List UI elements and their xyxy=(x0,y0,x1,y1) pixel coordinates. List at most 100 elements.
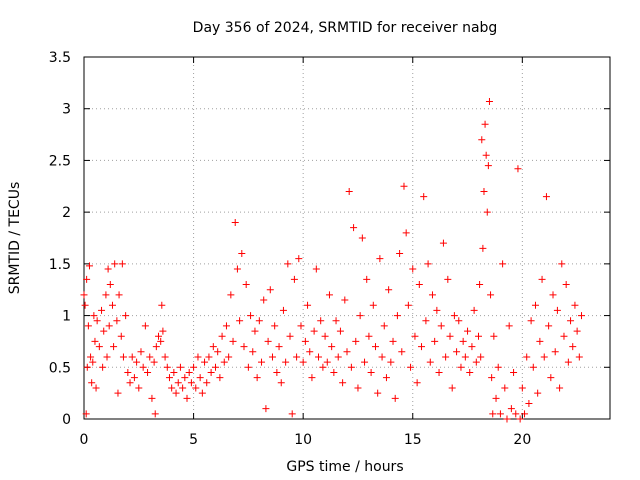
data-point xyxy=(89,358,97,366)
data-point xyxy=(424,260,432,268)
data-point xyxy=(374,389,382,397)
data-point xyxy=(485,97,493,105)
data-point xyxy=(323,358,331,366)
data-point xyxy=(475,332,482,340)
data-point xyxy=(345,187,353,195)
data-point xyxy=(158,301,166,309)
data-point xyxy=(488,374,496,382)
data-point xyxy=(448,384,456,392)
data-point xyxy=(181,374,189,382)
data-point xyxy=(518,384,526,392)
data-point xyxy=(133,358,141,366)
data-point xyxy=(203,379,211,387)
x-tick-label: 10 xyxy=(294,432,312,448)
data-point xyxy=(106,281,114,289)
data-point xyxy=(459,337,467,345)
data-point xyxy=(499,260,507,268)
data-point xyxy=(494,363,502,371)
y-axis-label: SRMTID / TECUs xyxy=(7,182,23,295)
data-point xyxy=(496,410,504,418)
data-point xyxy=(549,291,557,299)
data-point xyxy=(325,291,333,299)
data-point xyxy=(310,327,318,335)
data-point xyxy=(387,358,395,366)
data-point xyxy=(481,120,489,128)
data-point xyxy=(411,332,419,340)
data-point xyxy=(253,374,261,382)
data-point xyxy=(536,337,544,345)
data-point xyxy=(295,255,303,263)
data-point xyxy=(562,281,570,289)
data-point xyxy=(198,389,206,397)
data-point xyxy=(251,327,259,335)
data-point xyxy=(350,224,358,232)
data-point xyxy=(159,327,167,335)
data-point xyxy=(225,353,233,361)
data-point xyxy=(111,260,119,268)
data-point xyxy=(538,275,546,283)
data-point xyxy=(128,353,136,361)
data-point xyxy=(130,374,138,382)
data-point xyxy=(483,208,491,216)
data-point xyxy=(255,317,263,325)
data-point xyxy=(482,151,490,159)
data-point xyxy=(409,265,417,273)
data-point xyxy=(389,337,397,345)
y-tick-label: 0.5 xyxy=(49,360,71,376)
data-point xyxy=(507,405,515,413)
data-point xyxy=(420,193,428,201)
data-point xyxy=(461,353,469,361)
data-point xyxy=(516,415,524,423)
y-tick-label: 2 xyxy=(62,205,71,221)
data-point xyxy=(83,363,91,371)
data-point xyxy=(542,193,550,201)
data-point xyxy=(514,165,522,173)
data-point xyxy=(431,337,439,345)
data-point xyxy=(249,348,257,356)
data-point xyxy=(168,384,176,392)
data-point xyxy=(81,301,89,309)
data-point xyxy=(531,301,539,309)
data-point xyxy=(88,379,96,387)
data-point xyxy=(402,229,410,237)
data-point xyxy=(262,405,270,413)
data-point xyxy=(439,239,447,247)
data-point xyxy=(214,348,222,356)
data-point xyxy=(551,348,559,356)
data-point xyxy=(321,332,329,340)
data-point xyxy=(179,384,187,392)
y-tick-labels: 0 0.5 1 1.5 2 2.5 3 3.5 xyxy=(49,50,71,428)
data-point xyxy=(478,136,486,144)
data-point xyxy=(220,358,228,366)
data-point xyxy=(468,343,476,351)
data-point xyxy=(105,322,113,330)
data-point xyxy=(487,291,495,299)
data-point xyxy=(413,379,421,387)
data-point xyxy=(161,353,169,361)
data-point xyxy=(113,317,121,325)
data-point xyxy=(466,368,474,376)
data-point xyxy=(356,312,364,320)
data-point xyxy=(317,317,325,325)
data-point xyxy=(119,353,127,361)
data-point xyxy=(286,332,294,340)
data-point xyxy=(233,265,241,273)
data-point xyxy=(115,291,123,299)
data-point xyxy=(330,368,338,376)
data-point xyxy=(110,343,118,351)
data-point xyxy=(163,363,171,371)
data-point xyxy=(205,353,213,361)
data-point xyxy=(510,368,518,376)
data-point xyxy=(472,358,480,366)
data-point xyxy=(137,348,145,356)
data-point xyxy=(422,317,430,325)
data-point xyxy=(148,394,156,402)
data-point xyxy=(426,358,434,366)
data-point xyxy=(84,322,92,330)
plot-frame xyxy=(83,56,611,420)
data-point xyxy=(183,394,191,402)
y-tick-label: 3 xyxy=(62,102,71,118)
data-point xyxy=(407,363,415,371)
data-point xyxy=(87,353,95,361)
axis-ticks xyxy=(83,56,610,420)
